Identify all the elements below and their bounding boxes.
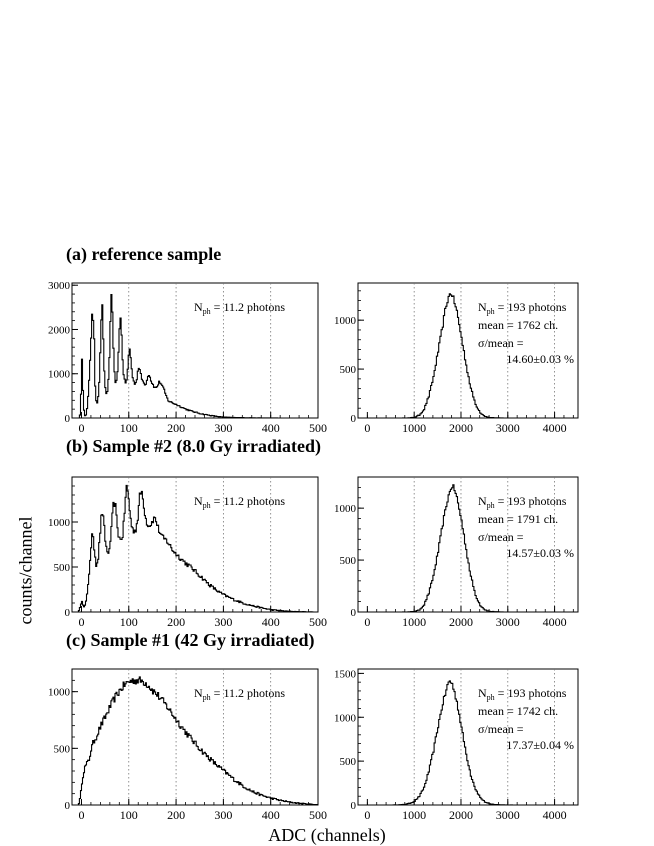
histogram-line [362,680,574,806]
x-tick-label: 0 [364,615,370,629]
annotation-text: Nph = 193 photons [478,300,567,316]
y-tick-label: 0 [65,800,71,812]
x-tick-label: 4000 [543,421,567,435]
y-tick-label: 1000 [334,503,357,515]
x-tick-label: 1000 [402,808,426,822]
plot-frame [357,476,579,613]
y-tick-label: 1000 [48,369,71,381]
y-tick-label: 1500 [334,668,357,680]
y-tick-label: 500 [54,562,71,574]
y-tick-label: 3000 [48,280,71,292]
x-tick-label: 500 [309,808,327,822]
row-title-c: (c) Sample #1 (42 Gy irradiated) [66,630,315,650]
panel-c-right: 0 1000 2000 3000 4000 0 500 1000 1500 Nph = 193 p… [334,668,579,822]
annotation-text: mean = 1791 ch. [478,512,558,526]
x-tick-label: 400 [262,615,280,629]
x-tick-label: 300 [214,808,232,822]
x-tick-label: 400 [262,808,280,822]
x-tick-label: 100 [120,421,138,435]
x-tick-label: 4000 [543,808,567,822]
histogram-line [74,294,318,419]
x-tick-label: 400 [262,421,280,435]
y-tick-label: 1000 [48,687,71,699]
panel-b-left: 0 100 200 300 400 500 0 500 1000 Nph = 11.2 photo… [48,476,327,629]
histogram-line [74,484,318,613]
annotation-text: σ/mean = [478,722,524,736]
x-tick-label: 4000 [543,615,567,629]
panel-a-left: 0 100 200 300 400 500 0 1000 2000 3000 Nph = 11.2 … [48,280,327,435]
y-tick-label: 500 [340,756,357,768]
y-tick-label: 0 [351,800,357,812]
y-tick-label: 500 [340,555,357,567]
x-tick-label: 500 [309,615,327,629]
x-tick-label: 2000 [449,421,473,435]
annotation-text: 14.60±0.03 % [506,352,574,366]
y-tick-label: 1000 [48,517,71,529]
y-tick-label: 500 [340,364,357,376]
x-tick-label: 2000 [449,808,473,822]
x-tick-label: 1000 [402,421,426,435]
y-tick-label: 1000 [334,315,357,327]
annotation-text: 17.37±0.04 % [506,738,574,752]
panel-a-right: 0 1000 2000 3000 4000 0 500 1000 Nph = 193 photo… [334,282,579,435]
x-tick-label: 3000 [496,421,520,435]
x-tick-label: 300 [214,615,232,629]
y-tick-label: 1000 [334,712,357,724]
annotation-text: Nph = 193 photons [478,494,567,510]
row-title-b: (b) Sample #2 (8.0 Gy irradiated) [66,436,321,456]
annotation-text: mean = 1742 ch. [478,704,558,718]
histogram-line [362,484,574,613]
x-tick-label: 200 [167,421,185,435]
annotation-text: Nph = 11.2 photons [194,300,285,316]
x-tick-label: 3000 [496,808,520,822]
x-tick-label: 100 [120,615,138,629]
x-tick-label: 3000 [496,615,520,629]
annotation-text: Nph = 193 photons [478,686,567,702]
y-tick-label: 0 [65,607,71,619]
annotation-text: Nph = 11.2 photons [194,494,285,510]
x-tick-label: 100 [120,808,138,822]
panel-b-right: 0 1000 2000 3000 4000 0 500 1000 Nph = 193 photo… [334,476,579,629]
x-tick-label: 0 [78,421,84,435]
annotation-text: Nph = 11.2 photons [194,686,285,702]
annotation-text: 14.57±0.03 % [506,546,574,560]
x-tick-label: 0 [78,615,84,629]
histogram-line [362,293,574,419]
x-tick-label: 200 [167,615,185,629]
y-tick-label: 0 [351,607,357,619]
y-tick-label: 0 [351,413,357,425]
panel-c-left: 0 100 200 300 400 500 0 500 1000 Nph = 11.2 photo… [48,668,327,822]
x-tick-label: 500 [309,421,327,435]
annotation-text: mean = 1762 ch. [478,318,558,332]
x-tick-label: 2000 [449,615,473,629]
annotation-text: σ/mean = [478,336,524,350]
x-tick-label: 0 [364,808,370,822]
annotation-text: σ/mean = [478,530,524,544]
x-tick-label: 300 [214,421,232,435]
plot-frame [357,668,579,806]
y-tick-label: 0 [65,413,71,425]
y-tick-label: 2000 [48,324,71,336]
x-axis-label: ADC (channels) [268,825,386,845]
x-tick-label: 0 [78,808,84,822]
y-tick-label: 500 [54,743,71,755]
x-tick-label: 200 [167,808,185,822]
x-tick-label: 1000 [402,615,426,629]
histogram-line [74,676,319,806]
x-tick-label: 0 [364,421,370,435]
plot-frame [357,282,579,419]
row-title-a: (a) reference sample [66,244,222,264]
